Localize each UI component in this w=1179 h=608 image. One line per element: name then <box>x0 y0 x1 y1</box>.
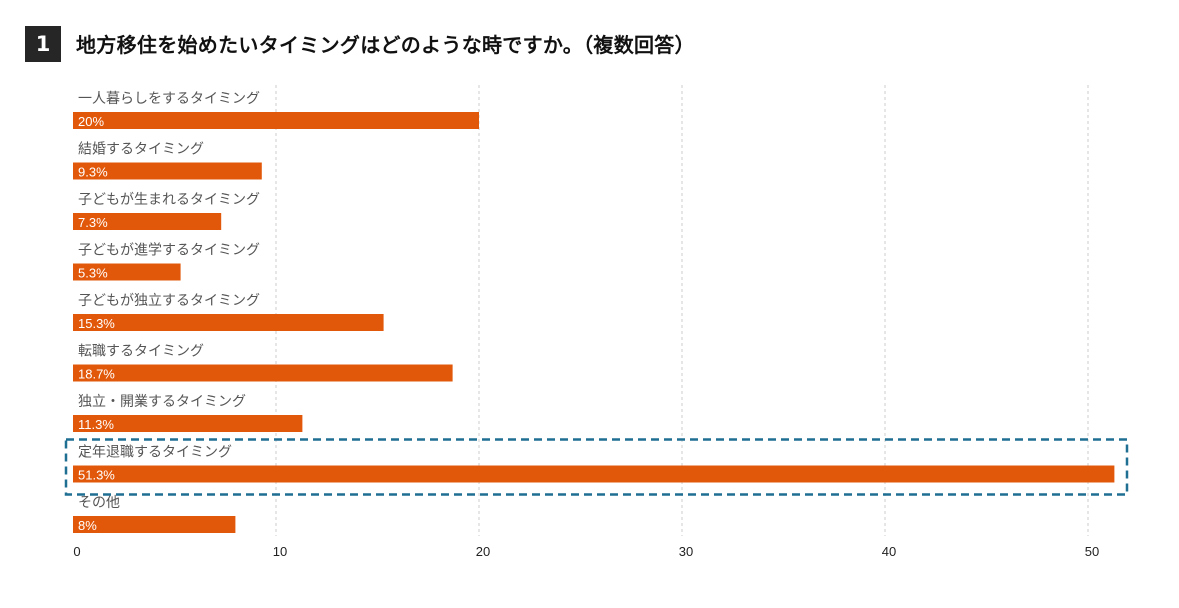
bar <box>73 314 384 331</box>
bar-value-label: 9.3% <box>78 165 108 180</box>
category-label: 一人暮らしをするタイミング <box>78 91 260 107</box>
category-label: その他 <box>78 495 120 511</box>
bar <box>73 364 453 382</box>
question-title: 地方移住を始めたいタイミングはどのような時ですか。（複数回答） <box>76 33 695 57</box>
bar <box>73 415 303 432</box>
x-tick-label: 30 <box>679 544 693 559</box>
x-tick-label: 50 <box>1085 544 1099 559</box>
bar <box>73 516 236 533</box>
bar-value-label: 11.3% <box>78 417 114 432</box>
category-label: 定年退職するタイミング <box>78 445 232 461</box>
category-label: 転職するタイミング <box>78 344 204 360</box>
x-tick-label: 20 <box>476 544 490 559</box>
bar-value-label: 20% <box>78 114 104 129</box>
bar <box>73 162 262 180</box>
bar-value-label: 5.3% <box>78 266 108 281</box>
bar-value-label: 8% <box>78 518 97 533</box>
x-tick-label: 40 <box>882 544 896 559</box>
bar <box>73 213 222 230</box>
x-tick-label: 10 <box>273 544 287 559</box>
question-number-badge: 1 <box>25 26 61 62</box>
bar <box>73 112 479 129</box>
category-label: 子どもが生まれるタイミング <box>78 192 260 208</box>
category-label: 子どもが独立するタイミング <box>78 293 260 309</box>
bar <box>73 465 1115 483</box>
bar-value-label: 15.3% <box>78 316 115 331</box>
category-label: 独立・開業するタイミング <box>78 394 246 410</box>
bar <box>73 263 181 281</box>
x-tick-label: 0 <box>73 544 80 559</box>
category-label: 結婚するタイミング <box>78 142 204 158</box>
highlight-box <box>64 438 1129 496</box>
bar-value-label: 51.3% <box>78 468 115 483</box>
bar-value-label: 7.3% <box>78 215 108 230</box>
bar-value-label: 18.7% <box>78 367 115 382</box>
category-label: 子どもが進学するタイミング <box>78 243 260 259</box>
